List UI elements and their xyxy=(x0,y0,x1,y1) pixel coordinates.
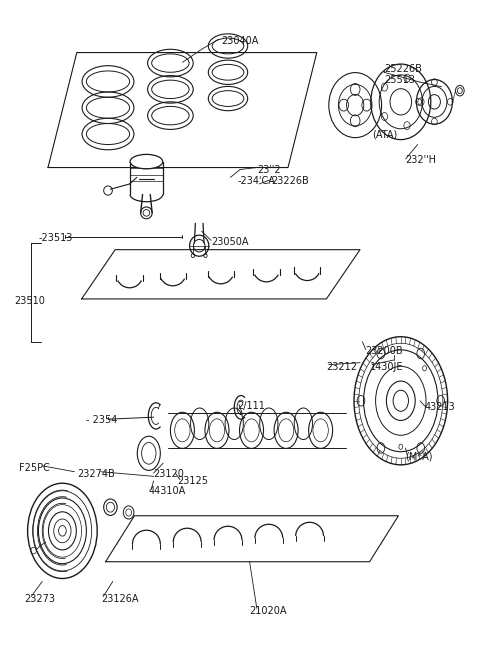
Text: - 2354: - 2354 xyxy=(86,415,118,426)
Text: -23513: -23513 xyxy=(38,233,73,244)
Text: 23510: 23510 xyxy=(14,296,45,306)
Text: (ATA): (ATA) xyxy=(372,129,397,140)
Text: 1430JE: 1430JE xyxy=(370,361,403,372)
Text: 23040A: 23040A xyxy=(221,35,258,46)
Text: 25226B: 25226B xyxy=(384,64,422,74)
Text: 23120: 23120 xyxy=(154,469,184,480)
Text: 23''2: 23''2 xyxy=(257,164,280,175)
Text: 23226B: 23226B xyxy=(271,176,309,187)
Text: 23273: 23273 xyxy=(24,594,55,604)
Text: 44310A: 44310A xyxy=(149,486,186,497)
Text: 23212: 23212 xyxy=(326,361,358,372)
Text: 2/111: 2/111 xyxy=(238,401,265,411)
Text: 23200B: 23200B xyxy=(365,346,402,356)
Text: 23126A: 23126A xyxy=(101,594,138,604)
Text: 232''H: 232''H xyxy=(406,155,437,166)
Text: 23050A: 23050A xyxy=(211,237,249,248)
Text: 23274B: 23274B xyxy=(77,469,115,480)
Text: (M*A): (M*A) xyxy=(406,451,433,462)
Text: 21020A: 21020A xyxy=(250,606,287,616)
Text: 43213: 43213 xyxy=(425,402,456,413)
Ellipse shape xyxy=(130,154,163,169)
Text: 25513: 25513 xyxy=(384,75,415,85)
Text: -234'CA: -234'CA xyxy=(238,176,276,187)
Text: 23125: 23125 xyxy=(178,476,209,486)
Text: F25PC: F25PC xyxy=(19,463,50,473)
